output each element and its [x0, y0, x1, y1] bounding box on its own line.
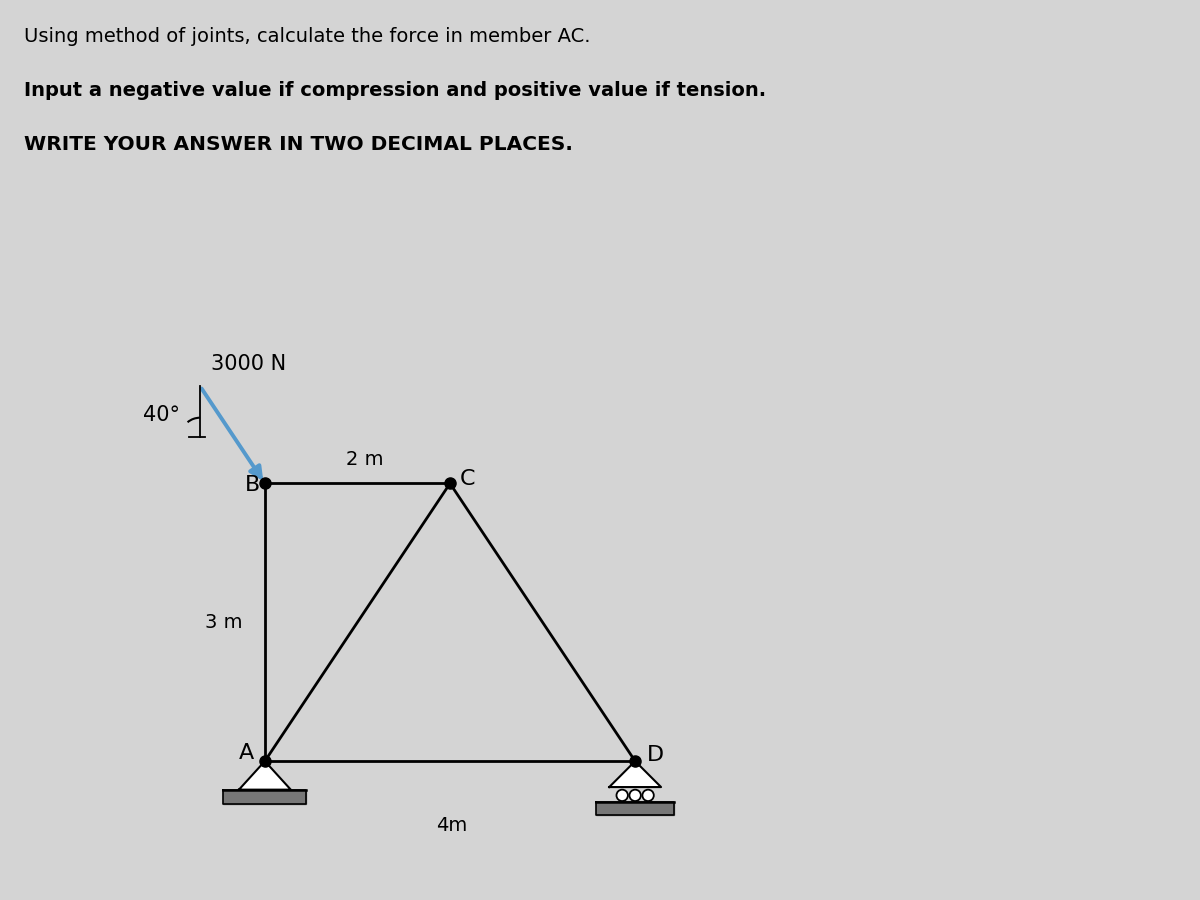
Text: Using method of joints, calculate the force in member AC.: Using method of joints, calculate the fo… — [24, 27, 590, 46]
Text: 4m: 4m — [436, 815, 467, 834]
Polygon shape — [223, 789, 306, 804]
Text: 2 m: 2 m — [347, 450, 384, 469]
Text: Input a negative value if compression and positive value if tension.: Input a negative value if compression an… — [24, 81, 766, 100]
Circle shape — [630, 789, 641, 801]
Text: A: A — [239, 743, 254, 763]
Polygon shape — [239, 761, 290, 789]
Text: 40°: 40° — [143, 405, 180, 426]
Circle shape — [642, 789, 654, 801]
Polygon shape — [596, 802, 674, 814]
Polygon shape — [610, 761, 661, 788]
Text: WRITE YOUR ANSWER IN TWO DECIMAL PLACES.: WRITE YOUR ANSWER IN TWO DECIMAL PLACES. — [24, 135, 572, 154]
Text: D: D — [647, 745, 665, 765]
Text: 3 m: 3 m — [205, 613, 242, 632]
Text: 3000 N: 3000 N — [211, 354, 287, 373]
Text: B: B — [245, 475, 259, 495]
Circle shape — [617, 789, 628, 801]
Text: C: C — [460, 469, 475, 490]
